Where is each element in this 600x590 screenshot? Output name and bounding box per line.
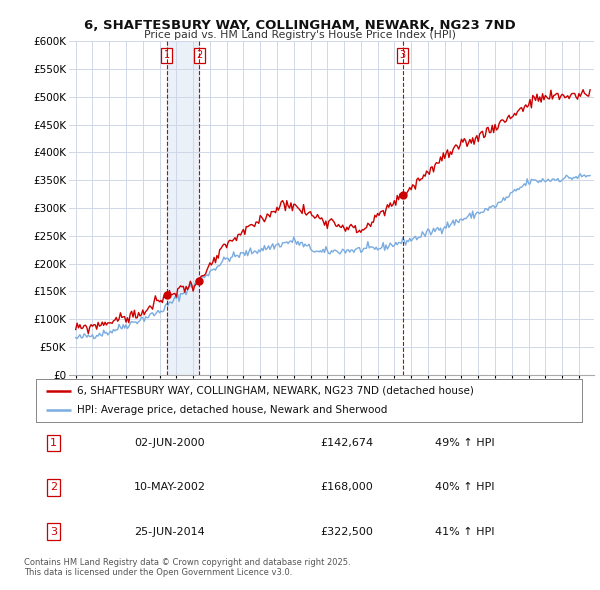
Text: 02-JUN-2000: 02-JUN-2000: [134, 438, 205, 448]
Text: £322,500: £322,500: [320, 527, 373, 536]
Text: Price paid vs. HM Land Registry's House Price Index (HPI): Price paid vs. HM Land Registry's House …: [144, 30, 456, 40]
Text: Contains HM Land Registry data © Crown copyright and database right 2025.
This d: Contains HM Land Registry data © Crown c…: [24, 558, 350, 577]
Text: 25-JUN-2014: 25-JUN-2014: [134, 527, 205, 536]
Text: 10-MAY-2002: 10-MAY-2002: [134, 483, 206, 492]
Text: 3: 3: [50, 527, 57, 536]
Bar: [167, 41, 199, 375]
Text: 2: 2: [50, 483, 57, 492]
Text: HPI: Average price, detached house, Newark and Sherwood: HPI: Average price, detached house, Newa…: [77, 405, 388, 415]
Text: £168,000: £168,000: [320, 483, 373, 492]
Text: 41% ↑ HPI: 41% ↑ HPI: [434, 527, 494, 536]
Text: 1: 1: [50, 438, 57, 448]
Text: 6, SHAFTESBURY WAY, COLLINGHAM, NEWARK, NG23 7ND: 6, SHAFTESBURY WAY, COLLINGHAM, NEWARK, …: [84, 19, 516, 32]
Text: 3: 3: [400, 50, 406, 60]
Text: 1: 1: [164, 50, 170, 60]
Text: £142,674: £142,674: [320, 438, 373, 448]
Text: 40% ↑ HPI: 40% ↑ HPI: [434, 483, 494, 492]
Text: 2: 2: [196, 50, 202, 60]
Text: 49% ↑ HPI: 49% ↑ HPI: [434, 438, 494, 448]
Text: 6, SHAFTESBURY WAY, COLLINGHAM, NEWARK, NG23 7ND (detached house): 6, SHAFTESBURY WAY, COLLINGHAM, NEWARK, …: [77, 386, 474, 396]
